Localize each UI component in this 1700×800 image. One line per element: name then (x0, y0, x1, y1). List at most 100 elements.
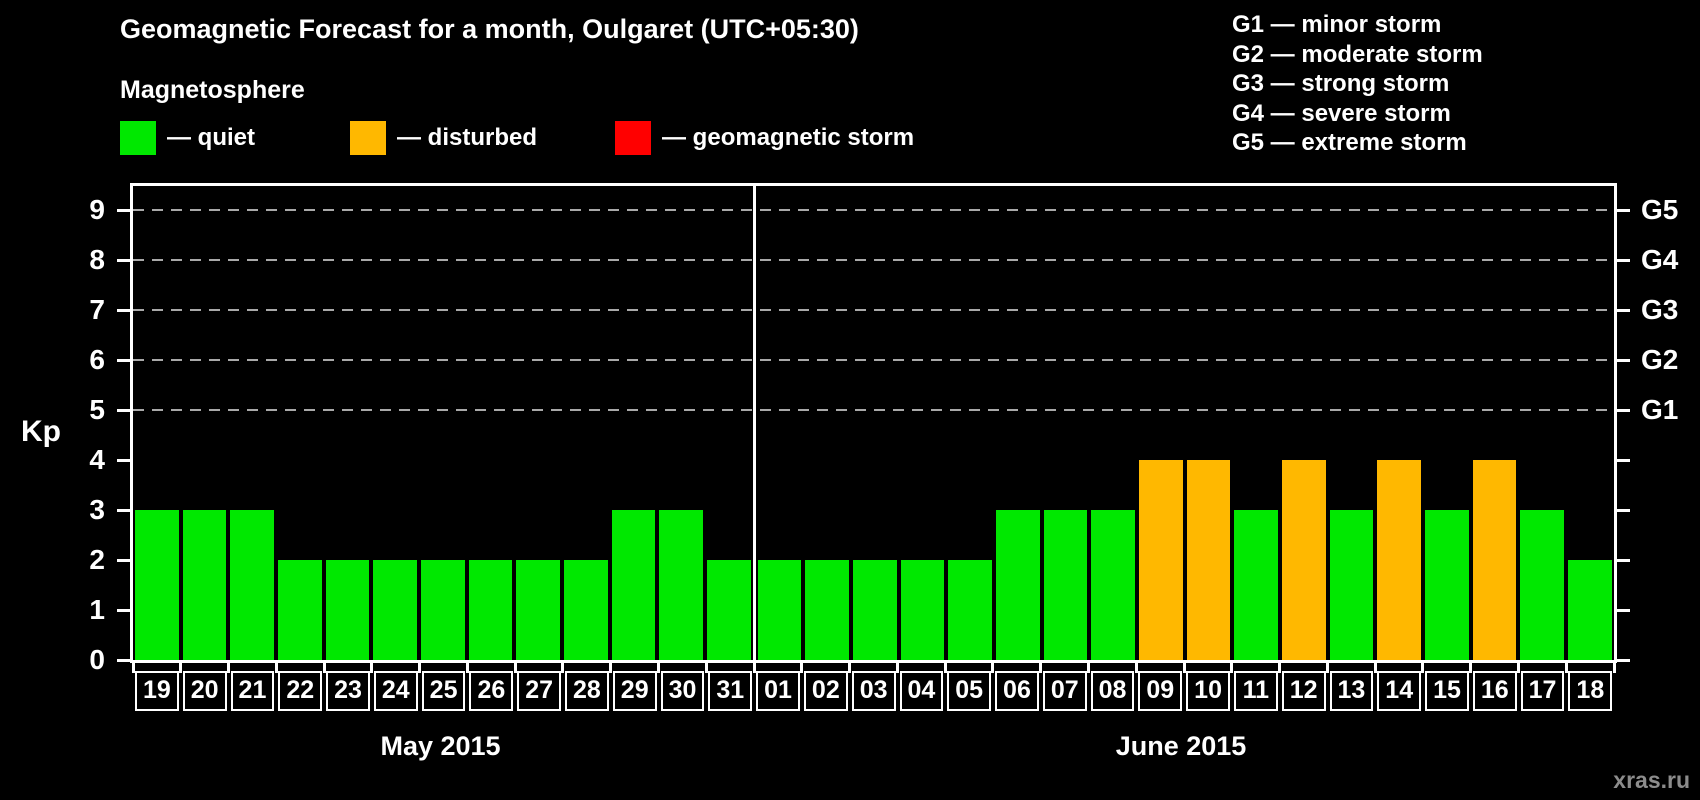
bar-slot-may-24 (371, 186, 419, 660)
day-label-may-22: 22 (278, 671, 323, 711)
legend-label-quiet: — quiet (167, 124, 255, 151)
bar-may-21 (230, 510, 275, 660)
day-label-june-13: 13 (1329, 671, 1374, 711)
bar-may-19 (135, 510, 179, 660)
y-tick-left-8 (117, 258, 130, 262)
g-axis-label-g1: G1 (1641, 394, 1679, 425)
x-tick-10 (609, 663, 613, 673)
day-label-june-03: 03 (851, 671, 896, 711)
bar-slot-june-12 (1280, 186, 1328, 660)
legend-label-storm: — geomagnetic storm (662, 124, 915, 151)
day-label-june-18: 18 (1568, 671, 1613, 711)
y-tick-right-5 (1617, 408, 1630, 412)
x-tick-1 (179, 663, 183, 673)
bar-may-22 (278, 560, 322, 660)
day-label-may-23: 23 (326, 671, 370, 711)
day-label-june-07: 07 (1042, 671, 1087, 711)
y-tick-left-7 (117, 308, 130, 312)
bar-slot-june-05 (946, 186, 994, 660)
bar-slot-june-02 (803, 186, 851, 660)
bar-may-25 (421, 560, 465, 660)
bar-slot-june-15 (1423, 186, 1471, 660)
x-tick-5 (370, 663, 374, 673)
bar-slot-june-07 (1042, 186, 1090, 660)
bars-container (133, 186, 1614, 660)
bar-slot-may-23 (324, 186, 372, 660)
disturbed-color-swatch (350, 121, 386, 155)
x-tick-24 (1278, 663, 1282, 673)
day-label-may-24: 24 (373, 671, 418, 711)
bar-slot-may-28 (562, 186, 610, 660)
y-tick-left-1 (117, 608, 130, 612)
y-tick-right-9 (1617, 208, 1630, 212)
bar-june-08 (1091, 510, 1136, 660)
bar-slot-may-26 (467, 186, 515, 660)
x-tick-12 (704, 663, 708, 673)
bar-june-05 (948, 560, 993, 660)
x-tick-30 (1564, 663, 1568, 673)
bar-may-28 (564, 560, 608, 660)
day-label-june-12: 12 (1281, 671, 1326, 711)
day-label-may-25: 25 (421, 671, 466, 711)
bar-slot-june-10 (1185, 186, 1233, 660)
y-axis-label-3: 3 (89, 494, 105, 525)
bar-slot-june-18 (1566, 186, 1614, 660)
bar-june-01 (757, 560, 802, 660)
bar-slot-may-25 (419, 186, 467, 660)
watermark: xras.ru (1613, 767, 1690, 793)
x-tick-2 (227, 663, 231, 673)
gridline-kp6 (133, 359, 1614, 361)
day-label-june-04: 04 (899, 671, 944, 711)
day-label-june-17: 17 (1520, 671, 1565, 711)
kp-bar-chart-plot: 0 1 2 3 4 5 6 7 8 9 Kp G1 G2 G3 G4 G5 (21, 183, 1678, 675)
g-axis-label-g5: G5 (1641, 194, 1679, 225)
y-tick-right-3 (1617, 508, 1630, 512)
bar-may-27 (516, 560, 561, 660)
day-label-june-08: 08 (1090, 671, 1135, 711)
y-axis-label-0: 0 (89, 644, 105, 675)
bar-june-02 (805, 560, 850, 660)
bar-slot-june-08 (1089, 186, 1137, 660)
g-axis-label-g4: G4 (1641, 244, 1679, 275)
day-label-june-02: 02 (803, 671, 848, 711)
bar-slot-may-22 (276, 186, 324, 660)
x-tick-15 (848, 663, 852, 673)
day-label-may-21: 21 (230, 671, 275, 711)
legend-item-disturbed: — disturbed (350, 121, 537, 155)
x-tick-26 (1373, 663, 1377, 673)
bar-may-20 (182, 510, 227, 660)
y-tick-left-3 (117, 508, 130, 512)
y-axis-label-7: 7 (89, 294, 105, 325)
x-tick-14 (800, 663, 804, 673)
x-tick-20 (1086, 663, 1090, 673)
bar-slot-may-21 (228, 186, 276, 660)
bar-june-13 (1329, 510, 1374, 660)
x-tick-6 (418, 663, 422, 673)
bar-june-09 (1139, 460, 1183, 660)
y-tick-right-4 (1617, 458, 1630, 462)
bar-slot-june-01 (752, 186, 804, 660)
bar-slot-may-19 (133, 186, 181, 660)
bar-june-07 (1043, 510, 1088, 660)
bar-slot-june-03 (851, 186, 899, 660)
g-axis-label-g3: G3 (1641, 294, 1679, 325)
day-label-june-10: 10 (1186, 671, 1230, 711)
legend-item-quiet: — quiet (120, 121, 255, 155)
bar-june-06 (996, 510, 1040, 660)
gridline-kp7 (133, 309, 1614, 311)
day-axis-labels: 19 20 21 22 23 24 25 26 27 28 29 30 31 01 02 03 04 05 06 07… (133, 671, 1614, 711)
y-tick-left-6 (117, 358, 130, 362)
y-axis-label-2: 2 (89, 544, 105, 575)
day-label-june-09: 09 (1138, 671, 1183, 711)
bar-slot-june-13 (1328, 186, 1376, 660)
gridline-kp5 (133, 409, 1614, 411)
x-tick-21 (1134, 663, 1138, 673)
g-legend-g3: G3 — strong storm (1232, 70, 1450, 97)
y-tick-left-5 (117, 408, 130, 412)
day-label-june-06: 06 (995, 671, 1039, 711)
x-tick-25 (1325, 663, 1329, 673)
x-tick-0 (131, 663, 135, 673)
bar-june-11 (1234, 510, 1279, 660)
bar-may-23 (325, 560, 370, 660)
x-tick-4 (322, 663, 326, 673)
